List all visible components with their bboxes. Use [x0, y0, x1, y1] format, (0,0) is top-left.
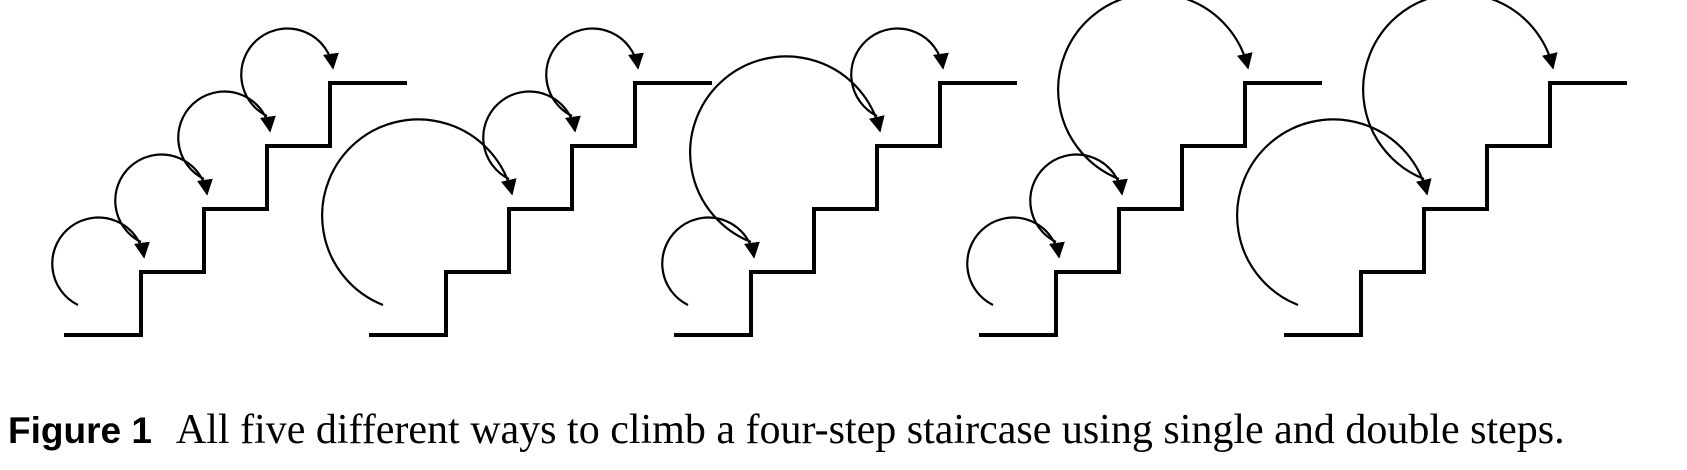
way-2-2 [1236, 0, 1627, 337]
figure-label: Figure 1 [8, 410, 152, 451]
single-step-arrow [51, 216, 150, 306]
way-1-2-1 [661, 27, 1017, 337]
double-step-arrow [1236, 118, 1432, 307]
single-step-arrow [661, 216, 760, 306]
single-step-arrow [1029, 153, 1128, 243]
staircase-diagram [51, 0, 1627, 337]
single-step-arrow [850, 27, 949, 117]
single-step-arrow [545, 27, 644, 117]
single-step-arrow [114, 153, 213, 243]
single-step-arrow [240, 27, 339, 117]
figure-caption: Figure 1 All five different ways to climb… [8, 406, 1565, 454]
staircase [1284, 81, 1627, 337]
double-step-arrow [689, 55, 885, 244]
staircase [369, 81, 712, 337]
staircase [64, 81, 407, 337]
single-step-arrow [966, 216, 1065, 306]
single-step-arrow [482, 90, 581, 180]
way-1-1-1-1 [51, 27, 407, 337]
single-step-arrow [177, 90, 276, 180]
way-2-1-1 [321, 27, 712, 337]
way-1-1-2 [966, 0, 1322, 337]
staircase [979, 81, 1322, 337]
caption-text: All five different ways to climb a four-… [175, 407, 1565, 453]
staircase [674, 81, 1017, 337]
double-step-arrow [1362, 0, 1558, 181]
double-step-arrow [1057, 0, 1253, 181]
double-step-arrow [321, 118, 517, 307]
